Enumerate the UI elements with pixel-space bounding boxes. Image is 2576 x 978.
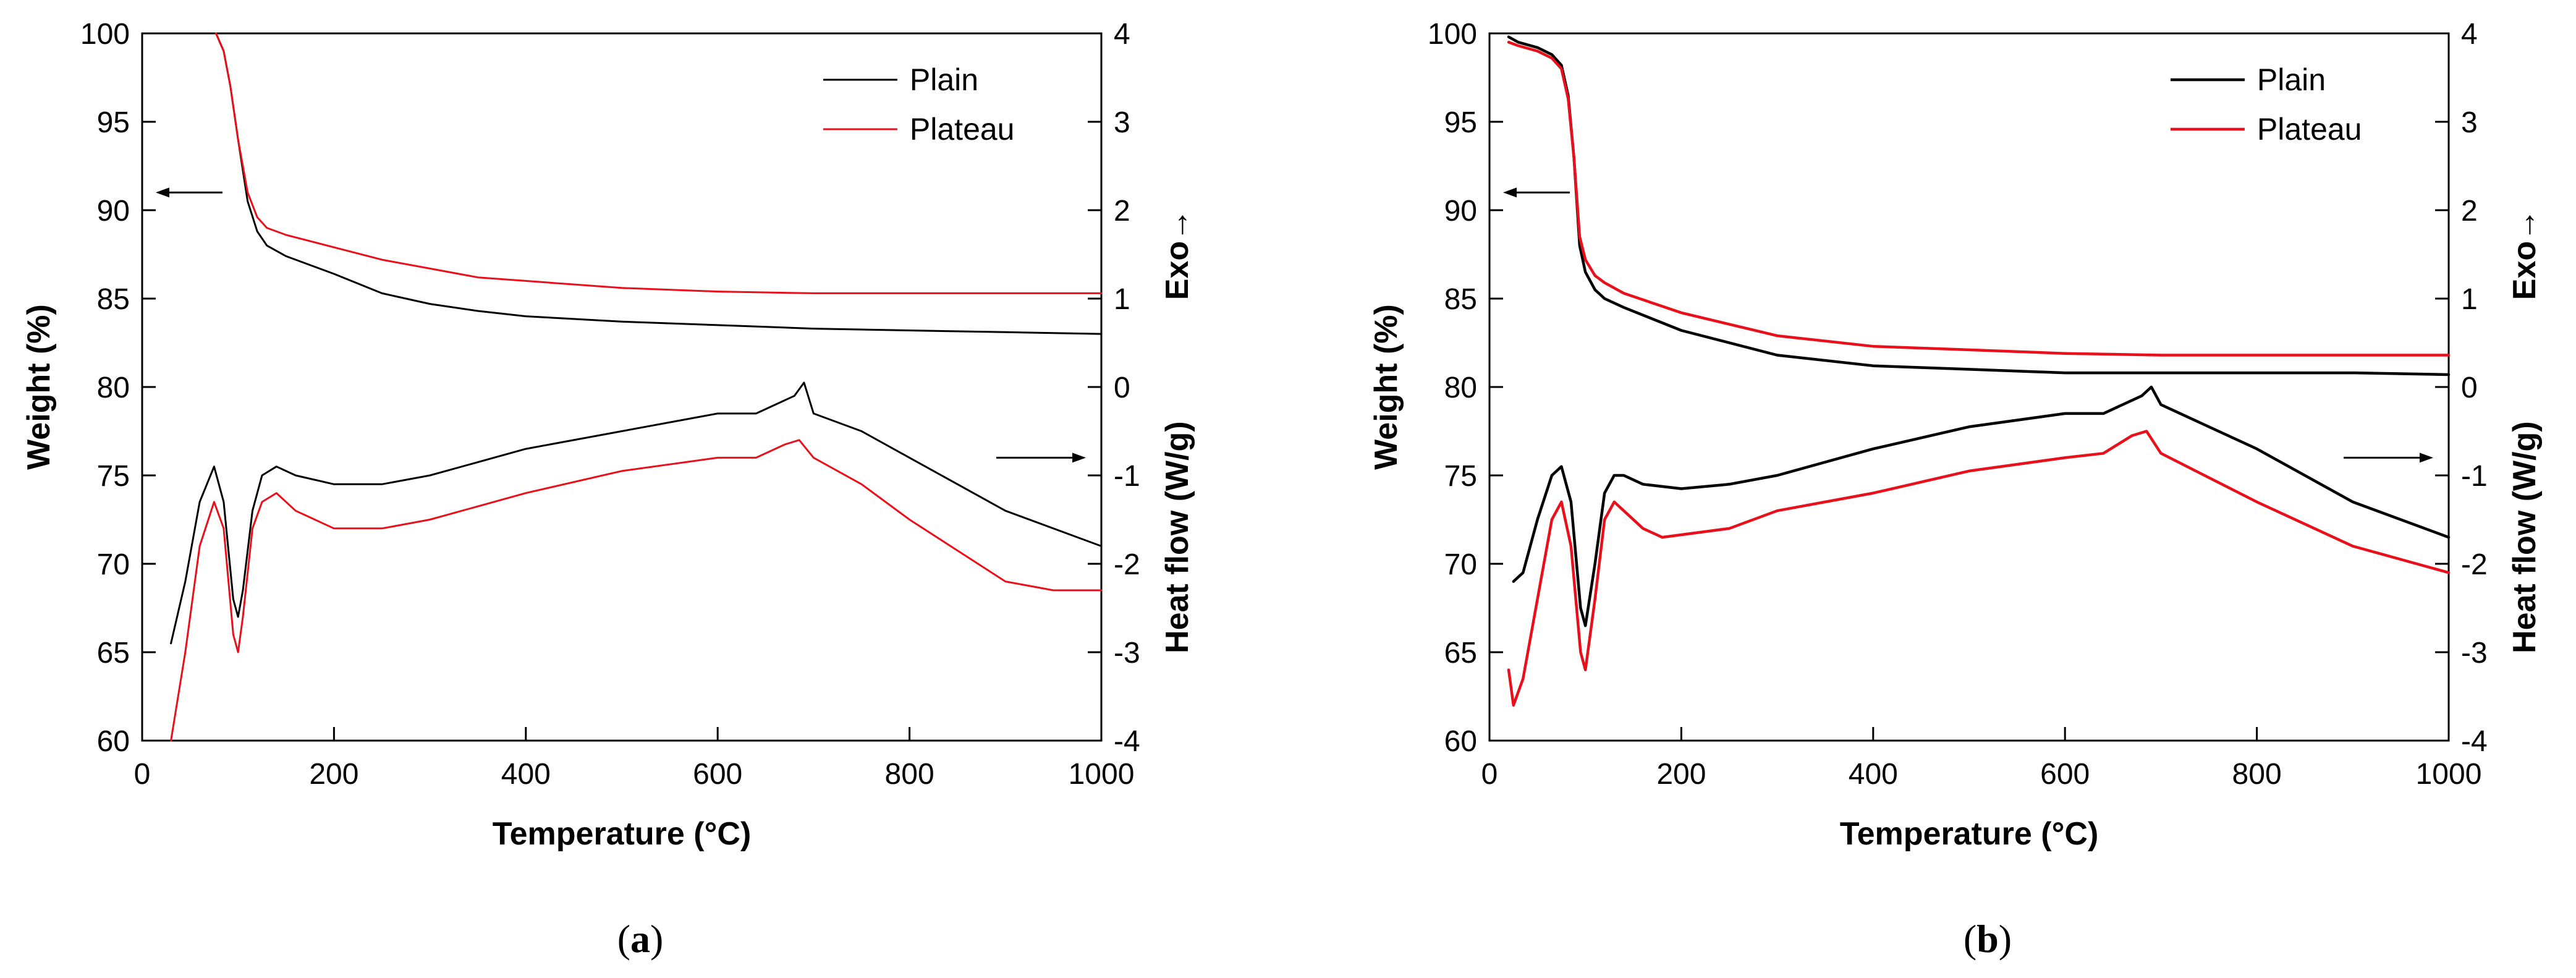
x-tick-label: 1000 (1069, 758, 1135, 791)
y-left-tick-label: 65 (97, 637, 130, 670)
panel-label: (b) (1964, 917, 2012, 961)
y-left-tick-label: 100 (1428, 18, 1477, 51)
y-left-tick-label: 90 (97, 195, 130, 227)
x-tick-label: 0 (134, 758, 151, 791)
y-left-axis-label: Weight (%) (21, 304, 57, 470)
legend-label-plateau: Plateau (910, 112, 1015, 147)
y-left-tick-label: 100 (80, 18, 130, 51)
exo-label: Exo→ (1159, 209, 1195, 300)
series-line-plateau-weight (1507, 41, 2451, 357)
legend-label-plain: Plain (910, 62, 978, 97)
y-left-tick-label: 80 (1444, 372, 1477, 404)
x-tick-label: 1000 (2416, 758, 2482, 791)
y-left-tick-label: 60 (97, 725, 130, 758)
series-line-plateau-weight (215, 32, 1103, 294)
panel-label: (a) (617, 917, 664, 961)
y-right-tick-label: 3 (1114, 106, 1130, 139)
y-left-tick-label: 80 (97, 372, 130, 404)
y-left-tick-label: 65 (1444, 637, 1477, 670)
y-right-tick-label: 4 (1114, 18, 1130, 51)
y-right-tick-label: 2 (2461, 195, 2478, 227)
x-axis-label: Temperature (°C) (493, 816, 752, 852)
y-right-tick-label: 4 (2461, 18, 2478, 51)
y-right-tick-label: -2 (1114, 548, 1140, 581)
series-line-plateau-heat (170, 439, 1103, 742)
x-tick-label: 800 (2232, 758, 2282, 791)
series-line-plateau-heat (1507, 430, 2451, 707)
y-right-tick-label: -4 (1114, 725, 1140, 758)
legend-label-plain: Plain (2257, 62, 2326, 97)
x-axis-label: Temperature (°C) (1840, 816, 2099, 852)
y-right-tick-label: 0 (1114, 372, 1130, 404)
y-right-tick-label: 1 (2461, 283, 2478, 316)
series-line-plain-weight (1507, 35, 2451, 376)
y-left-tick-label: 70 (97, 548, 130, 581)
y-left-tick-label: 70 (1444, 548, 1477, 581)
y-right-tick-label: 3 (2461, 106, 2478, 139)
y-left-tick-label: 90 (1444, 195, 1477, 227)
y-left-tick-label: 95 (1444, 106, 1477, 139)
y-right-tick-label: -2 (2461, 548, 2488, 581)
y-left-tick-label: 95 (97, 106, 130, 139)
y-right-tick-label: 1 (1114, 283, 1130, 316)
left-axis-arrow-head (156, 187, 169, 198)
y-right-axis-label: Heat flow (W/g) (1159, 421, 1195, 653)
series-line-plain-heat (170, 381, 1103, 645)
y-left-tick-label: 75 (1444, 460, 1477, 493)
y-right-tick-label: -1 (2461, 460, 2488, 493)
y-right-tick-label: -3 (1114, 637, 1140, 670)
y-right-tick-label: 0 (2461, 372, 2478, 404)
chart-panel-b: 0 200 400 600 800 1000 60 65 70 75 80 85 90 95 100 -4 -3… (1368, 18, 2543, 961)
y-left-tick-label: 60 (1444, 725, 1477, 758)
x-tick-label: 400 (1849, 758, 1898, 791)
left-axis-arrow-head (1503, 187, 1517, 198)
x-tick-label: 600 (2040, 758, 2090, 791)
y-left-tick-label: 85 (1444, 283, 1477, 316)
y-right-tick-label: -3 (2461, 637, 2488, 670)
x-tick-label: 200 (309, 758, 358, 791)
y-left-tick-label: 85 (97, 283, 130, 316)
x-tick-label: 600 (693, 758, 742, 791)
x-tick-label: 800 (885, 758, 934, 791)
y-right-tick-label: 2 (1114, 195, 1130, 227)
y-right-axis-label: Heat flow (W/g) (2507, 421, 2543, 653)
right-axis-arrow-head (1072, 453, 1086, 463)
legend-label-plateau: Plateau (2257, 112, 2362, 147)
y-right-tick-label: -4 (2461, 725, 2488, 758)
x-tick-label: 200 (1656, 758, 1706, 791)
exo-label: Exo→ (2507, 209, 2543, 300)
right-axis-arrow-head (2420, 453, 2433, 463)
y-left-tick-label: 75 (97, 460, 130, 493)
y-right-tick-label: -1 (1114, 460, 1140, 493)
series-line-plain-heat (1512, 385, 2451, 627)
y-left-axis-label: Weight (%) (1368, 304, 1404, 470)
x-tick-label: 0 (1481, 758, 1498, 791)
chart-panel-a: 0 200 400 600 800 1000 60 65 70 75 80 85 90 95 100 -4 -3… (21, 18, 1195, 961)
x-tick-label: 400 (501, 758, 551, 791)
